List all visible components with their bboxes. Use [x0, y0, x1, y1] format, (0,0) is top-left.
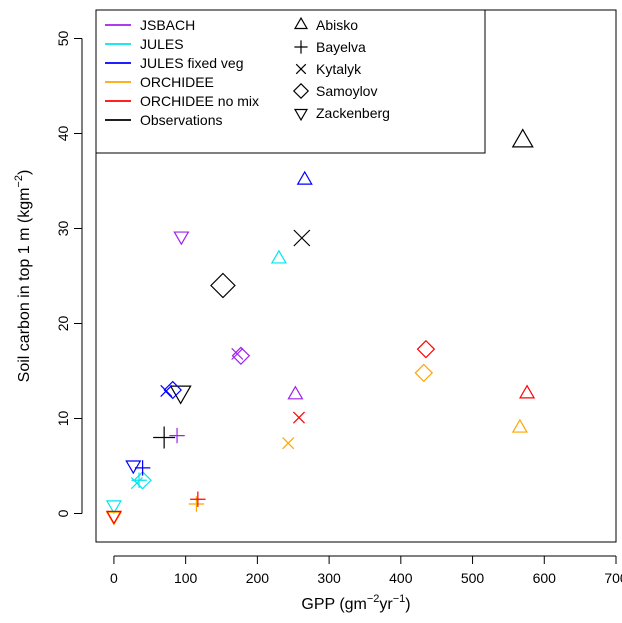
data-points	[105, 128, 536, 526]
y-tick-label: 50	[55, 31, 71, 47]
legend: JSBACH JULES JULES fixed veg ORCHIDEE ORCHID…	[95, 9, 486, 154]
legend-model-label: JSBACH	[140, 17, 195, 33]
x-axis-label: GPP (gm−2yr−1)	[301, 593, 410, 613]
data-point-kytalyk-jsbach	[231, 347, 244, 360]
data-point-kytalyk-observations	[293, 229, 311, 247]
y-axis-label-end: )	[16, 170, 33, 175]
legend-site-marker	[293, 108, 309, 122]
data-point-samoylov-orchidee-no-mix	[416, 339, 436, 359]
x-axis-label-sup2: −1	[393, 593, 406, 605]
legend-model-label: JULES	[140, 36, 184, 52]
data-point-bayelva-observations	[153, 426, 176, 449]
data-point-bayelva-orchidee	[188, 496, 205, 512]
legend-site-marker	[293, 16, 309, 30]
legend-site-label: Kytalyk	[316, 61, 362, 77]
data-point-kytalyk-jules-fixed-veg	[160, 384, 173, 397]
data-point-kytalyk-orchidee-no-mix	[292, 411, 306, 424]
data-point-samoylov-observations	[210, 272, 236, 299]
x-axis: 0 100 200 300 400 500 600 700	[110, 555, 622, 586]
y-axis-label-base: Soil carbon in top 1 m (kgm	[16, 188, 33, 383]
x-axis-label-sup1: −2	[367, 593, 380, 605]
data-point-bayelva-jsbach	[169, 427, 185, 444]
legend-box	[95, 9, 486, 154]
legend-model-label: ORCHIDEE no mix	[140, 93, 259, 109]
data-point-samoylov-jules	[133, 471, 152, 490]
y-axis-label-sup: −2	[13, 175, 25, 188]
data-point-abisko-orchidee-no-mix	[519, 384, 536, 399]
x-tick-label: 700	[604, 570, 622, 586]
data-point-zackenberg-jules	[105, 500, 122, 515]
legend-site-label: Bayelva	[316, 39, 366, 55]
y-tick-label: 40	[55, 126, 71, 142]
legend-site-label: Zackenberg	[316, 105, 390, 121]
legend-model-label: Observations	[140, 112, 222, 128]
x-axis-label-mid: yr	[379, 596, 393, 613]
x-tick-label: 200	[246, 570, 270, 586]
data-point-kytalyk-orchidee	[282, 437, 295, 450]
x-tick-label: 600	[533, 570, 557, 586]
y-tick-label: 30	[55, 221, 71, 237]
y-axis: 0 10 20 30 40 50	[55, 31, 83, 517]
legend-site-label: Samoylov	[316, 83, 377, 99]
x-tick-label: 300	[317, 570, 341, 586]
y-tick-label: 0	[55, 509, 71, 517]
data-point-abisko-jules-fixed-veg	[296, 170, 313, 185]
data-point-abisko-jules	[270, 249, 287, 264]
x-tick-label: 100	[174, 570, 198, 586]
data-point-abisko-jsbach	[287, 385, 304, 400]
data-point-samoylov-orchidee	[414, 363, 434, 383]
data-point-abisko-orchidee	[511, 418, 528, 433]
legend-site-marker	[294, 40, 308, 54]
y-tick-label: 20	[55, 316, 71, 332]
data-point-zackenberg-jules-fixed-veg	[125, 460, 142, 475]
x-tick-label: 0	[110, 570, 118, 586]
x-tick-label: 400	[389, 570, 413, 586]
data-point-zackenberg-orchidee-no-mix	[105, 510, 122, 525]
legend-model-label: JULES fixed veg	[140, 55, 244, 71]
data-point-samoylov-jules-fixed-veg	[163, 380, 182, 400]
legend-site-label: Abisko	[316, 17, 358, 33]
legend-site-marker	[292, 82, 310, 100]
data-point-bayelva-jules-fixed-veg	[134, 460, 151, 476]
y-axis-label: Soil carbon in top 1 m (kgm−2)	[13, 170, 33, 383]
data-point-zackenberg-jsbach	[173, 231, 190, 246]
data-point-bayelva-orchidee-no-mix	[190, 491, 206, 507]
data-point-samoylov-jsbach	[231, 346, 251, 366]
legend-model-label: ORCHIDEE	[140, 74, 214, 90]
x-tick-label: 500	[461, 570, 485, 586]
data-point-abisko-observations	[511, 128, 534, 148]
y-tick-label: 10	[55, 411, 71, 427]
legend-models: JSBACH JULES JULES fixed veg ORCHIDEE ORCHID…	[105, 17, 259, 128]
x-axis-label-base: GPP (gm	[301, 596, 367, 613]
legend-site-marker	[295, 63, 307, 75]
legend-sites: Abisko Bayelva Kytalyk Samoylov Zackenberg	[292, 16, 390, 122]
x-axis-label-end: )	[405, 596, 410, 613]
